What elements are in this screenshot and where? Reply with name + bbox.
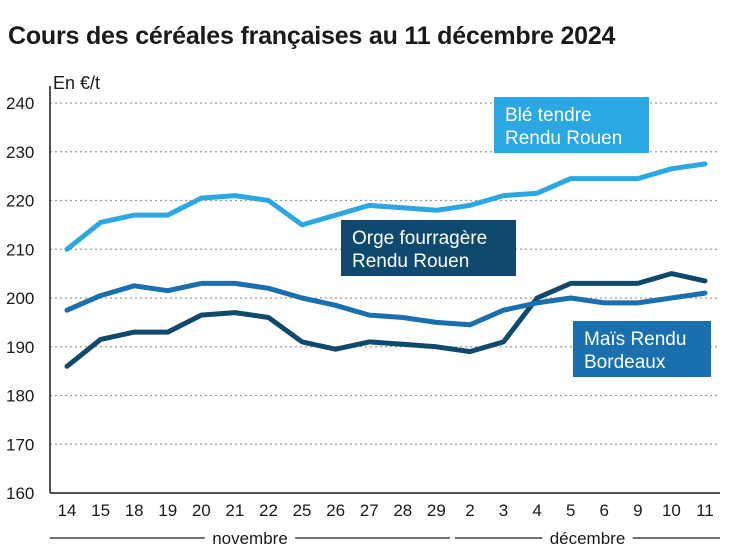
y-tick-label: 200	[6, 289, 34, 308]
series-label-text: Orge fourragère	[352, 228, 487, 249]
x-tick-label: 11	[696, 501, 714, 520]
x-tick-label: 22	[259, 501, 278, 520]
y-tick-label: 230	[6, 143, 34, 162]
y-tick-label: 210	[6, 240, 34, 259]
x-tick-label: 29	[427, 501, 446, 520]
series-label-text: Maïs Rendu	[584, 329, 686, 350]
y-tick-label: 240	[6, 94, 34, 113]
series-line	[64, 271, 708, 369]
x-tick-label: 27	[360, 501, 379, 520]
series-label-text: Blé tendre	[505, 105, 592, 126]
x-tick-label: 5	[566, 501, 575, 520]
x-tick-label: 25	[293, 501, 312, 520]
x-tick-label: 14	[58, 501, 77, 520]
y-tick-label: 180	[6, 387, 34, 406]
y-tick-label: 160	[6, 484, 34, 503]
x-tick-label: 10	[662, 501, 681, 520]
x-tick-label: 19	[158, 501, 177, 520]
y-tick-label: 170	[6, 435, 34, 454]
x-tick-label: 20	[192, 501, 211, 520]
series-label-text: Bordeaux	[584, 352, 666, 373]
x-tick-label: 28	[393, 501, 412, 520]
y-tick-label: 190	[6, 338, 34, 357]
series-label-box	[573, 321, 711, 377]
x-tick-label: 2	[465, 501, 474, 520]
series-label-text: Rendu Rouen	[352, 251, 469, 272]
x-tick-label: 6	[600, 501, 609, 520]
x-tick-label: 9	[633, 501, 642, 520]
x-tick-label: 26	[326, 501, 345, 520]
month-label: décembre	[550, 529, 626, 548]
series-line	[64, 161, 708, 252]
series-label-text: Rendu Rouen	[505, 128, 622, 149]
x-tick-label: 3	[499, 501, 508, 520]
x-tick-label: 18	[125, 501, 144, 520]
x-tick-label: 4	[532, 501, 541, 520]
series-line	[64, 280, 708, 328]
y-tick-label: 220	[6, 192, 34, 211]
y-axis-label: En €/t	[53, 73, 100, 93]
x-tick-label: 21	[225, 501, 244, 520]
chart-title: Cours des céréales françaises au 11 déce…	[8, 22, 616, 50]
x-tick-label: 15	[91, 501, 110, 520]
series-label-box	[341, 220, 516, 276]
series-label-box	[494, 97, 649, 153]
month-label: novembre	[212, 529, 288, 548]
